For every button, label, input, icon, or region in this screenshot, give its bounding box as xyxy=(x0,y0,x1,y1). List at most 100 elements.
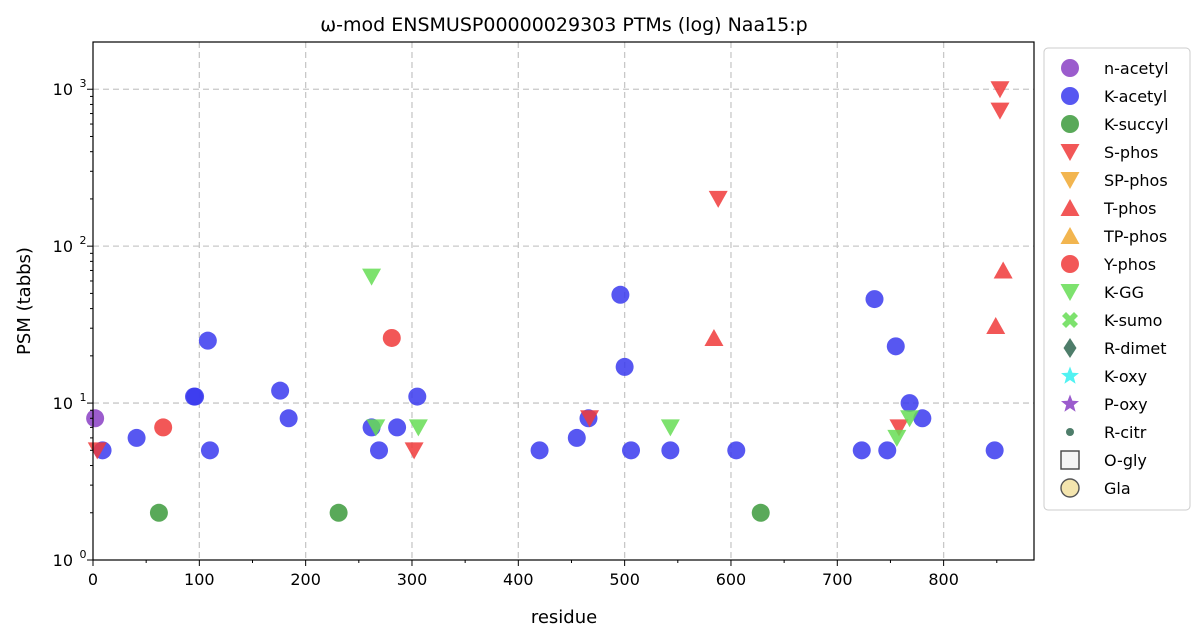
data-point-K-GG xyxy=(408,419,428,437)
data-point-K-GG xyxy=(900,410,920,428)
data-point-T-phos xyxy=(986,316,1006,334)
data-point-S-phos xyxy=(889,419,909,437)
legend-label: K-oxy xyxy=(1104,367,1147,386)
legend-label: R-citr xyxy=(1104,423,1147,442)
data-point-K-acetyl xyxy=(200,441,219,460)
x-axis-ticks: 0 100 200 300 400 500 600 700 800 xyxy=(88,560,998,589)
data-point-K-acetyl xyxy=(615,357,634,376)
y-tick-exponent: 1 xyxy=(80,391,87,404)
data-point-K-GG xyxy=(887,429,907,447)
legend-label: K-succyl xyxy=(1104,115,1169,134)
data-point-K-acetyl xyxy=(198,331,217,350)
x-axis-label: residue xyxy=(531,607,597,628)
x-tick-label: 500 xyxy=(609,570,640,589)
x-tick-label: 300 xyxy=(397,570,428,589)
data-point-S-phos xyxy=(990,102,1010,120)
data-point-K-acetyl xyxy=(127,428,146,447)
data-point-K-acetyl xyxy=(913,409,932,428)
legend-label: TP-phos xyxy=(1103,227,1167,246)
data-point-K-acetyl xyxy=(727,441,746,460)
data-point-n-acetyl xyxy=(86,409,105,428)
legend-label: T-phos xyxy=(1103,199,1157,218)
legend-marker-R-citr xyxy=(1066,428,1074,436)
data-point-K-acetyl xyxy=(886,337,905,356)
y-tick-label: 10 xyxy=(53,237,73,256)
data-point-T-phos xyxy=(993,261,1013,279)
legend-label: SP-phos xyxy=(1104,171,1168,190)
y-tick-label: 10 xyxy=(53,551,73,570)
data-point-T-phos xyxy=(704,328,724,346)
data-point-S-phos xyxy=(580,410,600,428)
legend-marker-Y-phos xyxy=(1061,255,1079,273)
data-point-K-acetyl xyxy=(611,285,630,304)
legend-label: R-dimet xyxy=(1104,339,1167,358)
x-tick-label: 600 xyxy=(716,570,747,589)
grid-layer xyxy=(93,42,1034,560)
legend-marker-R-dimet xyxy=(1063,338,1077,358)
data-point-S-phos xyxy=(708,190,728,208)
data-point-K-GG xyxy=(366,419,386,437)
legend-box xyxy=(1043,47,1191,511)
legend-marker-K-GG xyxy=(1060,284,1080,301)
legend-label: K-acetyl xyxy=(1104,87,1167,106)
data-point-K-succyl xyxy=(751,503,770,522)
data-point-K-acetyl xyxy=(661,441,680,460)
data-point-K-acetyl xyxy=(567,428,586,447)
x-tick-label: 400 xyxy=(503,570,534,589)
legend: n-acetyl K-acetyl K-succyl S-phos SP-phos T-p… xyxy=(1043,47,1191,511)
x-tick-label: 200 xyxy=(290,570,321,589)
y-tick-exponent: 0 xyxy=(80,548,87,561)
data-point-K-acetyl xyxy=(985,441,1004,460)
y-axis-label: PSM (tabbs) xyxy=(14,247,35,355)
data-point-S-phos xyxy=(990,81,1010,99)
data-point-Y-phos xyxy=(382,328,401,347)
x-tick-label: 0 xyxy=(88,570,98,589)
y-tick-label: 10 xyxy=(53,394,73,413)
chart-title: ω-mod ENSMUSP00000029303 PTMs (log) Naa1… xyxy=(320,14,807,36)
data-point-K-GG xyxy=(362,268,382,286)
legend-marker-K-succyl xyxy=(1061,115,1079,133)
y-axis-ticks: 10 0 10 1 10 2 10 3 xyxy=(53,77,93,570)
data-point-Y-phos xyxy=(154,418,173,437)
data-point-K-acetyl xyxy=(865,290,884,309)
legend-label: P-oxy xyxy=(1104,395,1148,414)
legend-marker-TP-phos xyxy=(1060,227,1080,244)
legend-marker-K-acetyl xyxy=(1061,87,1079,105)
data-point-K-acetyl xyxy=(370,441,389,460)
data-point-K-acetyl xyxy=(279,409,298,428)
data-point-K-acetyl xyxy=(408,387,427,406)
data-point-K-acetyl xyxy=(878,441,897,460)
legend-label: K-sumo xyxy=(1104,311,1162,330)
data-point-K-succyl xyxy=(149,503,168,522)
data-point-K-GG xyxy=(660,419,680,437)
legend-marker-Gla xyxy=(1060,478,1080,498)
x-tick-label: 100 xyxy=(184,570,215,589)
legend-label: Y-phos xyxy=(1103,255,1156,274)
x-tick-label: 800 xyxy=(928,570,959,589)
data-point-S-phos xyxy=(404,442,424,460)
plot-frame xyxy=(92,41,1035,561)
data-point-K-acetyl xyxy=(388,418,407,437)
legend-marker-S-phos xyxy=(1060,144,1080,161)
legend-marker-SP-phos xyxy=(1060,172,1080,189)
data-point-K-acetyl xyxy=(530,441,549,460)
data-point-K-acetyl xyxy=(622,441,641,460)
y-tick-exponent: 2 xyxy=(80,234,87,247)
data-point-K-succyl xyxy=(329,503,348,522)
legend-marker-O-gly xyxy=(1060,450,1080,470)
legend-marker-n-acetyl xyxy=(1061,59,1079,77)
data-point-K-acetyl xyxy=(900,394,919,413)
legend-label: n-acetyl xyxy=(1104,59,1169,78)
legend-marker-K-sumo xyxy=(1062,312,1078,328)
data-point-K-acetyl xyxy=(852,441,871,460)
x-tick-label: 700 xyxy=(822,570,853,589)
legend-marker-P-oxy xyxy=(1061,394,1079,412)
data-point-K-acetyl xyxy=(186,387,205,406)
legend-label: K-GG xyxy=(1104,283,1144,302)
legend-label: S-phos xyxy=(1104,143,1158,162)
legend-marker-T-phos xyxy=(1060,199,1080,216)
data-point-K-acetyl xyxy=(271,381,290,400)
points-layer xyxy=(86,81,1013,522)
legend-label: O-gly xyxy=(1104,451,1147,470)
